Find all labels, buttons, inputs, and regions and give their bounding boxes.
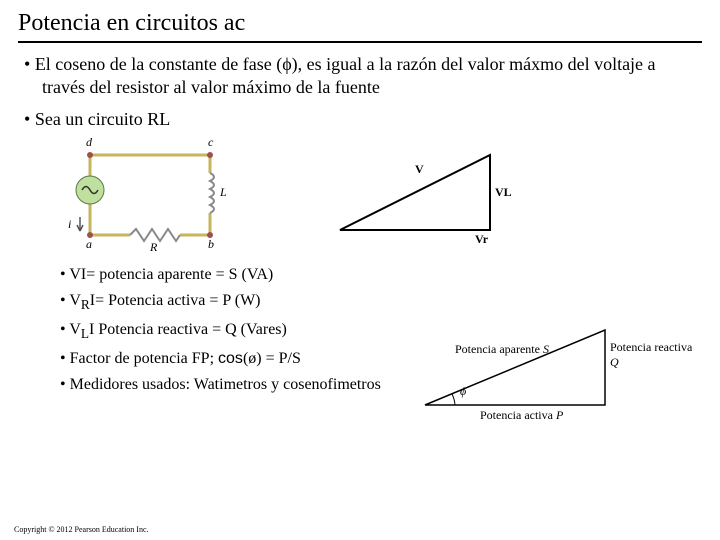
bullet-2: Sea un circuito RL [0,106,720,133]
node-d-label: d [86,135,92,150]
p-label: Potencia activa P [480,408,563,423]
current-label: i [68,217,71,232]
vl-label: VL [495,185,512,200]
vr-label: Vr [475,232,488,247]
copyright-text: Copyright © 2012 Pearson Education Inc. [14,525,149,534]
node-b-label: b [208,237,214,252]
slide-title: Potencia en circuitos ac [0,0,720,41]
diagram-row: d c a b L R i V VL Vr [0,133,720,258]
inductor-label: L [220,185,227,200]
phi-label: ϕ [460,384,466,399]
bullet-1: El coseno de la constante de fase (ϕ), e… [0,51,720,100]
sub-bullet-1: VI= potencia aparente = S (VA) [60,262,720,288]
power-triangle: Potencia aparente S Potencia reactivaQ P… [410,310,700,430]
node-c-label: c [208,135,213,150]
title-underline [18,41,702,43]
voltage-triangle: V VL Vr [320,140,520,250]
resistor-label: R [150,240,157,255]
rl-circuit-diagram: d c a b L R i [60,135,240,255]
s-label: Potencia aparente S [455,342,549,357]
node-a-label: a [86,237,92,252]
v-label: V [415,162,424,177]
q-label: Potencia reactivaQ [610,340,692,370]
